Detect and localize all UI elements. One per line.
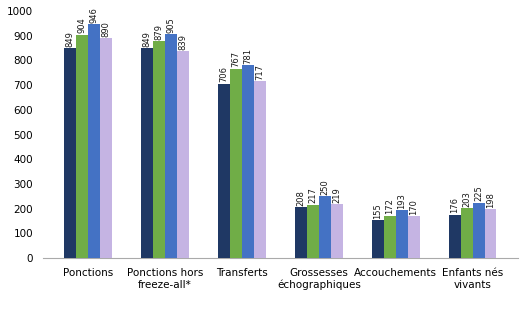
Bar (472, 203, 485, 258)
Text: 203: 203 (462, 191, 471, 207)
Bar (177, 51, 189, 258)
Text: 193: 193 (397, 193, 406, 209)
Text: 172: 172 (385, 199, 394, 214)
Bar (307, 205, 319, 258)
Text: 170: 170 (409, 199, 418, 215)
Text: 155: 155 (373, 203, 382, 218)
Bar (449, 215, 461, 258)
Bar (218, 84, 230, 258)
Bar (372, 220, 384, 258)
Bar (88, 24, 100, 258)
Bar (461, 208, 472, 258)
Text: 849: 849 (143, 31, 152, 47)
Bar (319, 196, 331, 258)
Text: 176: 176 (450, 197, 459, 213)
Text: 208: 208 (297, 190, 306, 206)
Bar (242, 65, 254, 258)
Text: 904: 904 (78, 18, 87, 33)
Text: 905: 905 (166, 18, 175, 33)
Bar (153, 41, 165, 258)
Text: 839: 839 (178, 33, 187, 50)
Bar (295, 207, 307, 258)
Bar (141, 48, 153, 258)
Text: 219: 219 (332, 187, 341, 203)
Bar (165, 34, 177, 258)
Text: 890: 890 (102, 21, 111, 37)
Bar (384, 216, 396, 258)
Bar (76, 35, 88, 258)
Text: 767: 767 (232, 51, 240, 67)
Bar (485, 209, 497, 258)
Text: 250: 250 (320, 179, 329, 195)
Text: 717: 717 (255, 64, 265, 80)
Text: 946: 946 (90, 7, 99, 23)
Text: 217: 217 (308, 187, 318, 203)
Bar (100, 38, 112, 258)
Bar (407, 216, 419, 258)
Text: 706: 706 (219, 67, 228, 82)
Bar (230, 69, 242, 258)
Bar (396, 211, 407, 258)
Bar (254, 81, 266, 258)
Text: 225: 225 (474, 186, 483, 201)
Text: 879: 879 (155, 24, 164, 40)
Text: 198: 198 (486, 192, 495, 208)
Bar (331, 204, 343, 258)
Bar (65, 48, 76, 258)
Text: 781: 781 (244, 48, 253, 64)
Text: 849: 849 (66, 31, 75, 47)
